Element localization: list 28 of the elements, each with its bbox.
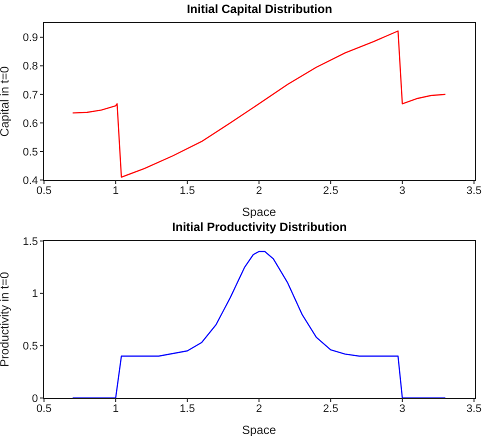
x-tick-label: 3.5 — [466, 402, 482, 415]
y-tick-label: 0.6 — [22, 118, 38, 130]
y-tick-label: 0.5 — [22, 340, 38, 353]
y-tick-label: 1 — [32, 288, 38, 300]
y-tick-label: 0.8 — [22, 60, 38, 73]
x-tick-label: 1 — [112, 402, 119, 415]
y-tick-label: 0.5 — [22, 146, 38, 158]
chart-title: Initial Capital Distribution — [186, 2, 334, 16]
y-tick-label: 0.7 — [22, 89, 38, 102]
line-series — [72, 250, 446, 398]
y-tick-label: 1.5 — [22, 236, 38, 248]
x-tick-label: 2 — [256, 184, 262, 197]
x-tick-label: 2.5 — [323, 402, 338, 415]
x-tick-label: 1.5 — [180, 184, 195, 197]
chart-title: Initial Productivity Distribution — [171, 220, 348, 234]
y-axis-title: Productivity in t=0 — [0, 272, 12, 368]
x-tick-label: 1.5 — [180, 402, 195, 415]
x-tick-label: 3 — [399, 184, 406, 197]
x-tick-label: 1 — [112, 184, 119, 197]
y-tick-label: 0 — [32, 392, 38, 405]
line-series — [72, 30, 446, 178]
x-tick-label: 2.5 — [323, 184, 338, 197]
x-tick-label: 3 — [399, 402, 406, 415]
y-tick-label: 0.4 — [22, 174, 38, 187]
y-tick-label: 0.9 — [22, 32, 38, 44]
x-tick-label: 2 — [256, 402, 262, 415]
x-tick-label: 3.5 — [466, 184, 482, 197]
y-axis-title: Capital in t=0 — [0, 66, 12, 137]
